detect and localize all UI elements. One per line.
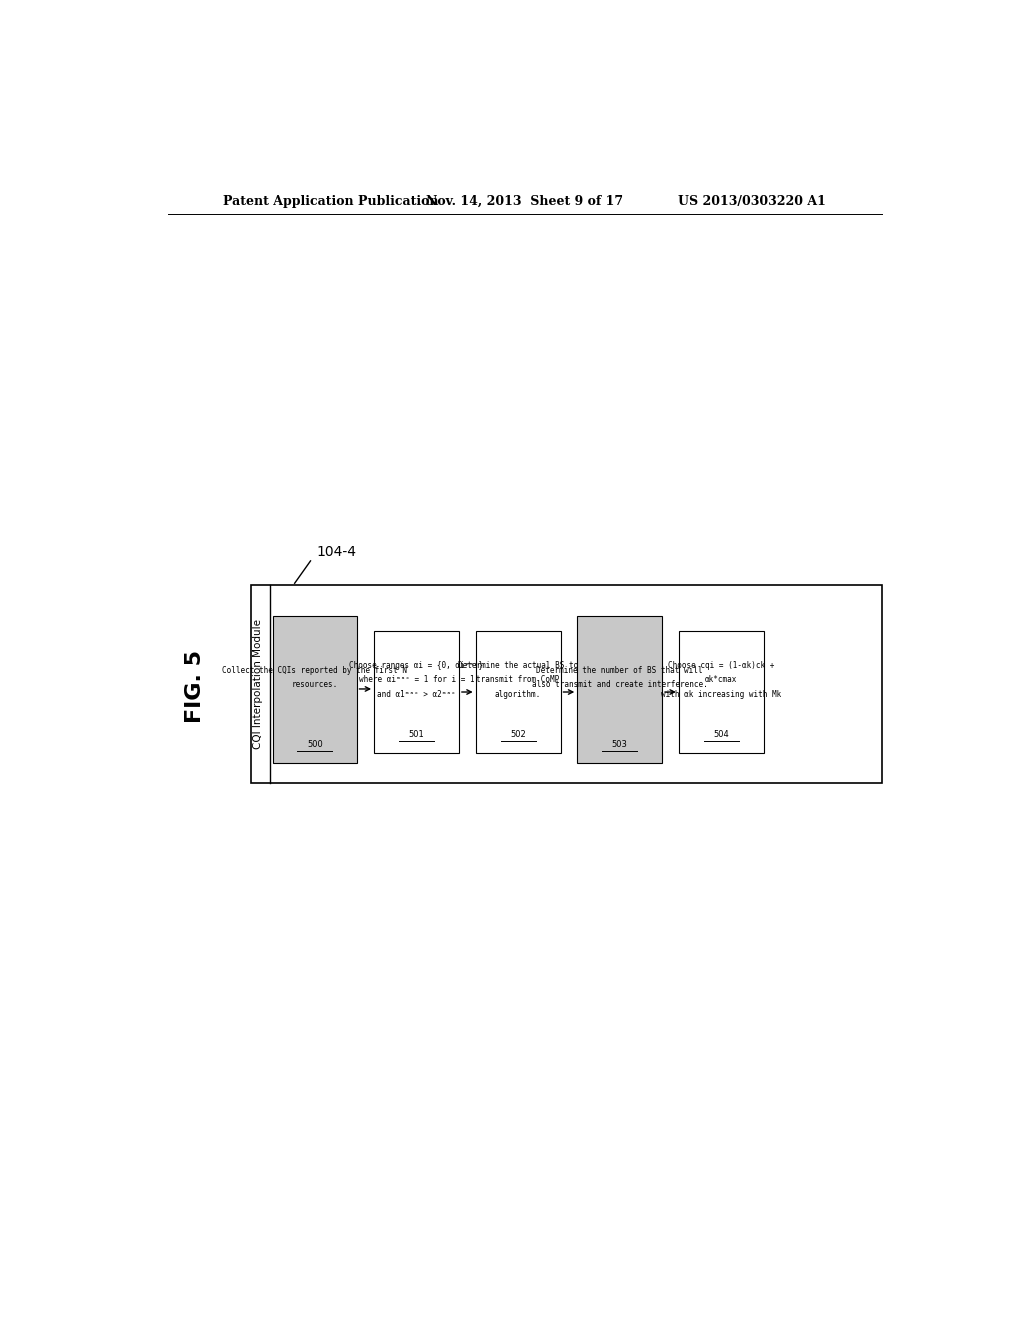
Text: 502: 502 bbox=[510, 730, 526, 739]
Text: αk*cmax: αk*cmax bbox=[706, 676, 737, 684]
Text: with αk increasing with Mk: with αk increasing with Mk bbox=[662, 689, 781, 698]
Text: 503: 503 bbox=[611, 741, 628, 750]
Bar bbox=[374, 631, 459, 752]
Text: US 2013/0303220 A1: US 2013/0303220 A1 bbox=[679, 194, 826, 207]
Bar bbox=[578, 615, 663, 763]
Text: and α1ᵐᵃˣ > α2ᵐᵃˣ: and α1ᵐᵃˣ > α2ᵐᵃˣ bbox=[377, 689, 456, 698]
Text: Nov. 14, 2013  Sheet 9 of 17: Nov. 14, 2013 Sheet 9 of 17 bbox=[426, 194, 624, 207]
Text: transmit from CoMP: transmit from CoMP bbox=[476, 676, 560, 684]
Text: Choose cqi = (1-αk)ck +: Choose cqi = (1-αk)ck + bbox=[668, 661, 774, 671]
Text: 504: 504 bbox=[714, 730, 729, 739]
Bar bbox=[273, 615, 356, 763]
Bar bbox=[475, 631, 560, 752]
Text: 501: 501 bbox=[409, 730, 424, 739]
Text: CQI Interpolation Module: CQI Interpolation Module bbox=[253, 619, 263, 750]
Text: where αiᵐᵃˣ = 1 for i = 1: where αiᵐᵃˣ = 1 for i = 1 bbox=[358, 676, 474, 684]
Text: also transmit and create interference.: also transmit and create interference. bbox=[531, 680, 708, 689]
Bar bbox=[251, 585, 882, 784]
Text: 500: 500 bbox=[307, 741, 323, 750]
Text: 104-4: 104-4 bbox=[316, 545, 356, 558]
Text: Patent Application Publication: Patent Application Publication bbox=[223, 194, 438, 207]
Bar bbox=[679, 631, 764, 752]
Text: algorithm.: algorithm. bbox=[495, 689, 541, 698]
Text: Choose ranges αi = {0, αiᵐᵃˣ}: Choose ranges αi = {0, αiᵐᵃˣ} bbox=[349, 661, 483, 671]
Text: Determine the number of BS that will: Determine the number of BS that will bbox=[537, 665, 702, 675]
Text: resources.: resources. bbox=[292, 680, 338, 689]
Text: Collect the CQIs reported by the first N: Collect the CQIs reported by the first N bbox=[222, 665, 408, 675]
Text: Determine the actual BS to: Determine the actual BS to bbox=[458, 661, 579, 671]
Text: FIG. 5: FIG. 5 bbox=[185, 651, 206, 723]
